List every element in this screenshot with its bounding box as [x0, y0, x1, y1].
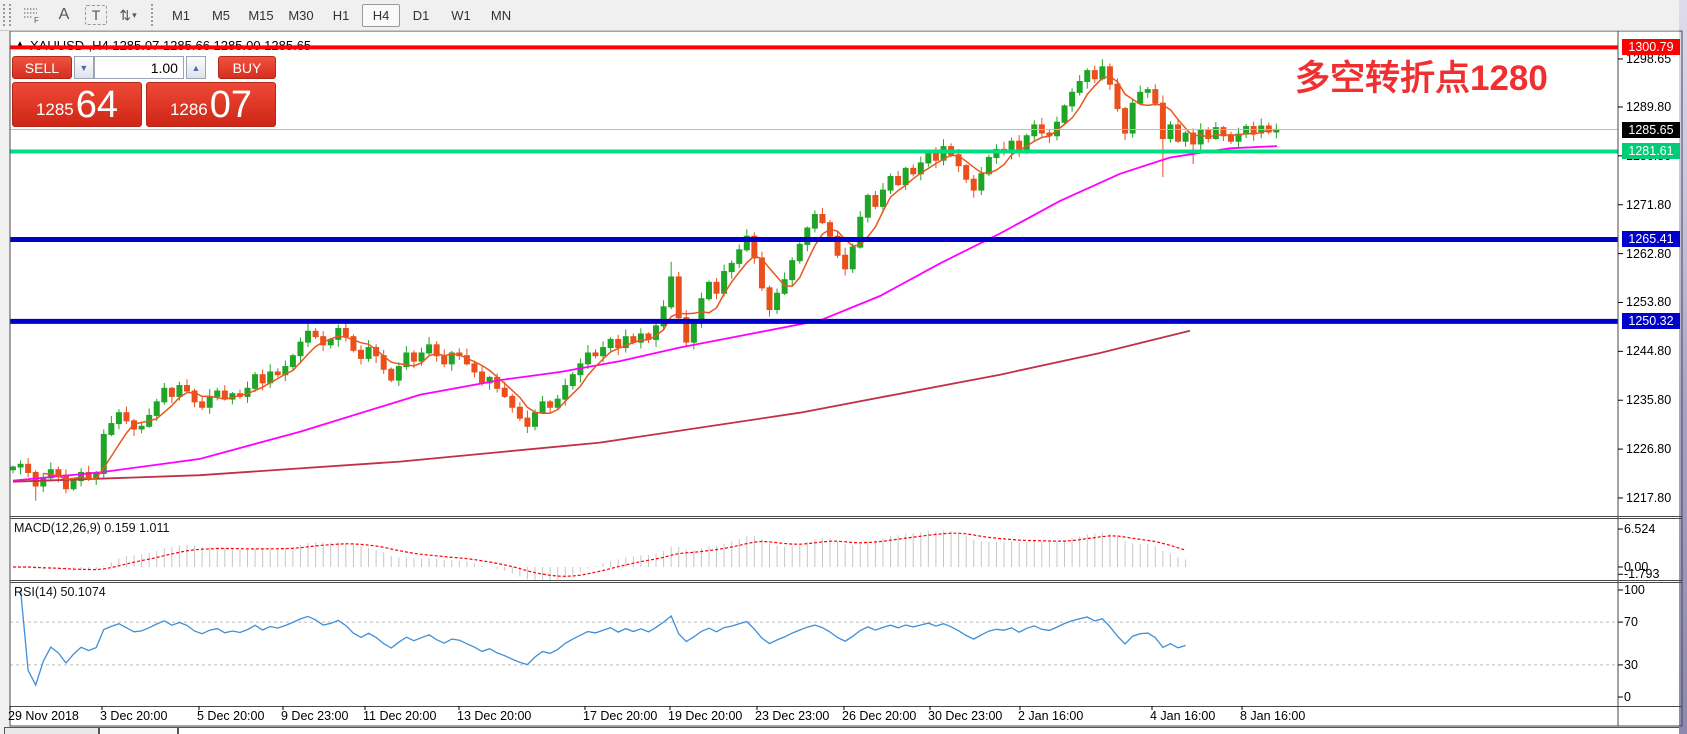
dropdown-caret-icon[interactable]: ▾ [132, 9, 137, 20]
price-badge-1250.32: 1250.32 [1622, 313, 1680, 330]
chart-tab[interactable] [178, 727, 1679, 734]
one-click-trade-panel: SELL ▼ 1.00 ▲ BUY 1285 64 1286 07 [12, 56, 276, 127]
volume-increase-button[interactable]: ▲ [185, 56, 206, 79]
date-tick: 3 Dec 20:00 [100, 709, 168, 723]
buy-button[interactable]: BUY [218, 56, 276, 79]
timeframe-button-H4[interactable]: H4 [362, 3, 400, 27]
date-tick: 4 Jan 16:00 [1150, 709, 1216, 723]
main-toolbar: F A T ⇅ ▾ M1 M5 M15 M30 H1 H4 D1 W1 MN [0, 0, 1679, 31]
buy-price-pips: 07 [209, 84, 253, 126]
rsi-axis-tick: 70 [1624, 615, 1638, 630]
volume-input[interactable]: 1.00 [93, 56, 184, 79]
indicator-list-icon[interactable]: F [18, 2, 46, 28]
macd-indicator-label: MACD(12,26,9) 0.159 1.011 [14, 521, 170, 535]
price-tick: 1226.80 [1626, 442, 1672, 457]
date-tick: 29 Nov 2018 [8, 709, 79, 723]
chart-tab[interactable] [4, 727, 99, 734]
date-tick: 26 Dec 20:00 [842, 709, 917, 723]
price-tick: 1253.80 [1626, 295, 1672, 310]
macd-axis-tick: -1.793 [1624, 567, 1660, 582]
timeframe-group: M1 M5 M15 M30 H1 H4 D1 W1 MN [161, 3, 521, 27]
date-tick: 2 Jan 16:00 [1018, 709, 1084, 723]
price-tick: 1271.80 [1626, 197, 1672, 212]
price-badge-1285.65: 1285.65 [1622, 121, 1680, 138]
price-tick: 1262.80 [1626, 246, 1672, 261]
timeframe-button-H1[interactable]: H1 [332, 7, 350, 23]
volume-decrease-button[interactable]: ▼ [73, 56, 94, 79]
price-tick: 1217.80 [1626, 490, 1672, 505]
timeframe-button-M15[interactable]: M15 [248, 7, 274, 23]
date-tick: 30 Dec 23:00 [928, 709, 1003, 723]
macd-axis-tick: 6.524 [1624, 522, 1656, 537]
price-badge-1265.41: 1265.41 [1622, 231, 1680, 248]
date-tick: 11 Dec 20:00 [363, 709, 437, 723]
price-badge-1281.61: 1281.61 [1622, 143, 1680, 160]
text-label-icon[interactable]: A [58, 6, 70, 23]
price-tick: 1289.80 [1626, 100, 1672, 114]
rsi-axis-tick: 0 [1624, 690, 1631, 704]
date-tick: 9 Dec 23:00 [281, 709, 349, 723]
timeframe-button-MN[interactable]: MN [490, 7, 512, 23]
date-tick: 13 Dec 20:00 [457, 709, 532, 723]
price-tick: 1235.80 [1626, 393, 1672, 408]
timeframe-button-D1[interactable]: D1 [412, 7, 430, 23]
sell-price-pips: 64 [75, 84, 119, 126]
date-tick: 8 Jan 16:00 [1240, 709, 1306, 723]
text-box-icon[interactable]: T [85, 5, 107, 25]
rsi-axis-tick: 100 [1624, 583, 1645, 597]
date-tick: 17 Dec 20:00 [583, 709, 658, 723]
chart-tab-bar [0, 727, 1679, 734]
date-tick: 23 Dec 23:00 [755, 709, 830, 723]
buy-price-box[interactable]: 1286 07 [146, 82, 276, 127]
svg-text:F: F [34, 16, 39, 24]
rsi-axis-tick: 30 [1624, 657, 1638, 672]
buy-price-main: 1286 [169, 100, 208, 119]
date-tick: 5 Dec 20:00 [197, 709, 265, 723]
sell-button[interactable]: SELL [12, 56, 72, 79]
sell-price-main: 1285 [35, 100, 74, 119]
chart-tab[interactable] [99, 727, 178, 734]
chart-annotation-text: 多空转折点1280 [1295, 59, 1548, 98]
toolbar-grip[interactable] [3, 4, 11, 26]
price-badge-1300.79: 1300.79 [1622, 39, 1680, 56]
price-tick: 1244.80 [1626, 344, 1672, 359]
cycle-arrows-icon[interactable]: ⇅ ▾ [119, 6, 137, 23]
desktop-edge-strip [1679, 0, 1687, 734]
timeframe-button-M30[interactable]: M30 [288, 7, 314, 23]
timeframe-button-M5[interactable]: M5 [211, 7, 231, 23]
sell-price-box[interactable]: 1285 64 [12, 82, 142, 127]
rsi-indicator-label: RSI(14) 50.1074 [14, 585, 106, 599]
timeframe-button-W1[interactable]: W1 [451, 7, 471, 23]
timeframe-button-M1[interactable]: M1 [171, 7, 191, 23]
toolbar-separator [151, 4, 154, 26]
date-tick: 19 Dec 20:00 [668, 709, 743, 723]
